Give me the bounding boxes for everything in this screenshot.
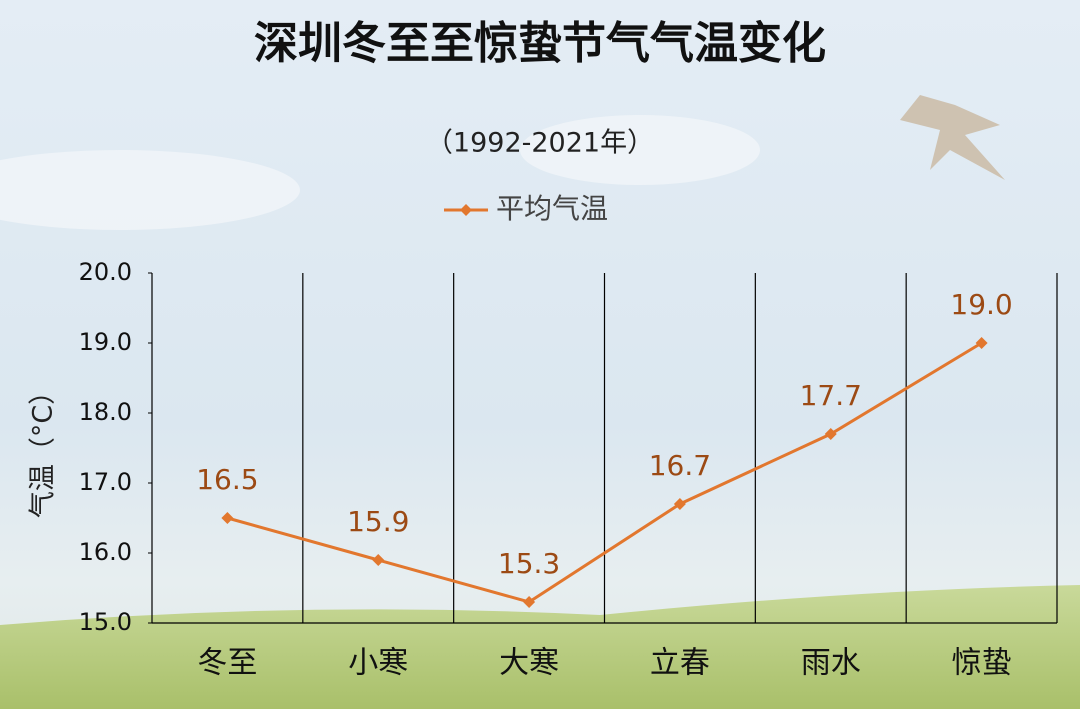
data-point <box>221 512 234 524</box>
x-tick-label: 雨水 <box>801 646 861 681</box>
kite <box>900 95 1005 180</box>
data-label: 19.0 <box>950 288 1012 321</box>
cloud <box>0 150 300 230</box>
data-label: 16.5 <box>196 463 258 496</box>
data-label: 15.9 <box>347 505 409 538</box>
x-tick-label: 小寒 <box>348 646 408 681</box>
y-tick-label: 17.0 <box>79 468 132 496</box>
x-tick-label: 大寒 <box>499 646 559 681</box>
y-tick-label: 16.0 <box>79 538 132 566</box>
data-point <box>673 498 686 510</box>
data-point <box>372 554 385 566</box>
chart-title: 深圳冬至至惊蛰节气气温变化 <box>254 18 826 69</box>
series-line <box>227 341 983 604</box>
data-point <box>523 596 536 608</box>
data-label: 17.7 <box>800 379 862 412</box>
legend-label: 平均气温 <box>496 192 608 225</box>
y-tick-label: 15.0 <box>79 608 132 636</box>
grass <box>0 585 1080 709</box>
y-tick-label: 20.0 <box>79 258 132 286</box>
cloud <box>520 115 760 185</box>
data-point <box>824 428 837 440</box>
data-label: 16.7 <box>649 449 711 482</box>
y-axis-title: 气温（°C） <box>28 378 59 518</box>
legend-marker <box>460 204 472 216</box>
y-tick-label: 18.0 <box>79 398 132 426</box>
x-tick-label: 立春 <box>650 646 710 681</box>
data-label: 15.3 <box>498 547 560 580</box>
chart-subtitle: （1992-2021年） <box>426 128 654 159</box>
data-point <box>975 337 988 349</box>
y-tick-label: 19.0 <box>79 328 132 356</box>
x-tick-label: 冬至 <box>197 646 257 681</box>
x-tick-label: 惊蛰 <box>952 646 1012 681</box>
